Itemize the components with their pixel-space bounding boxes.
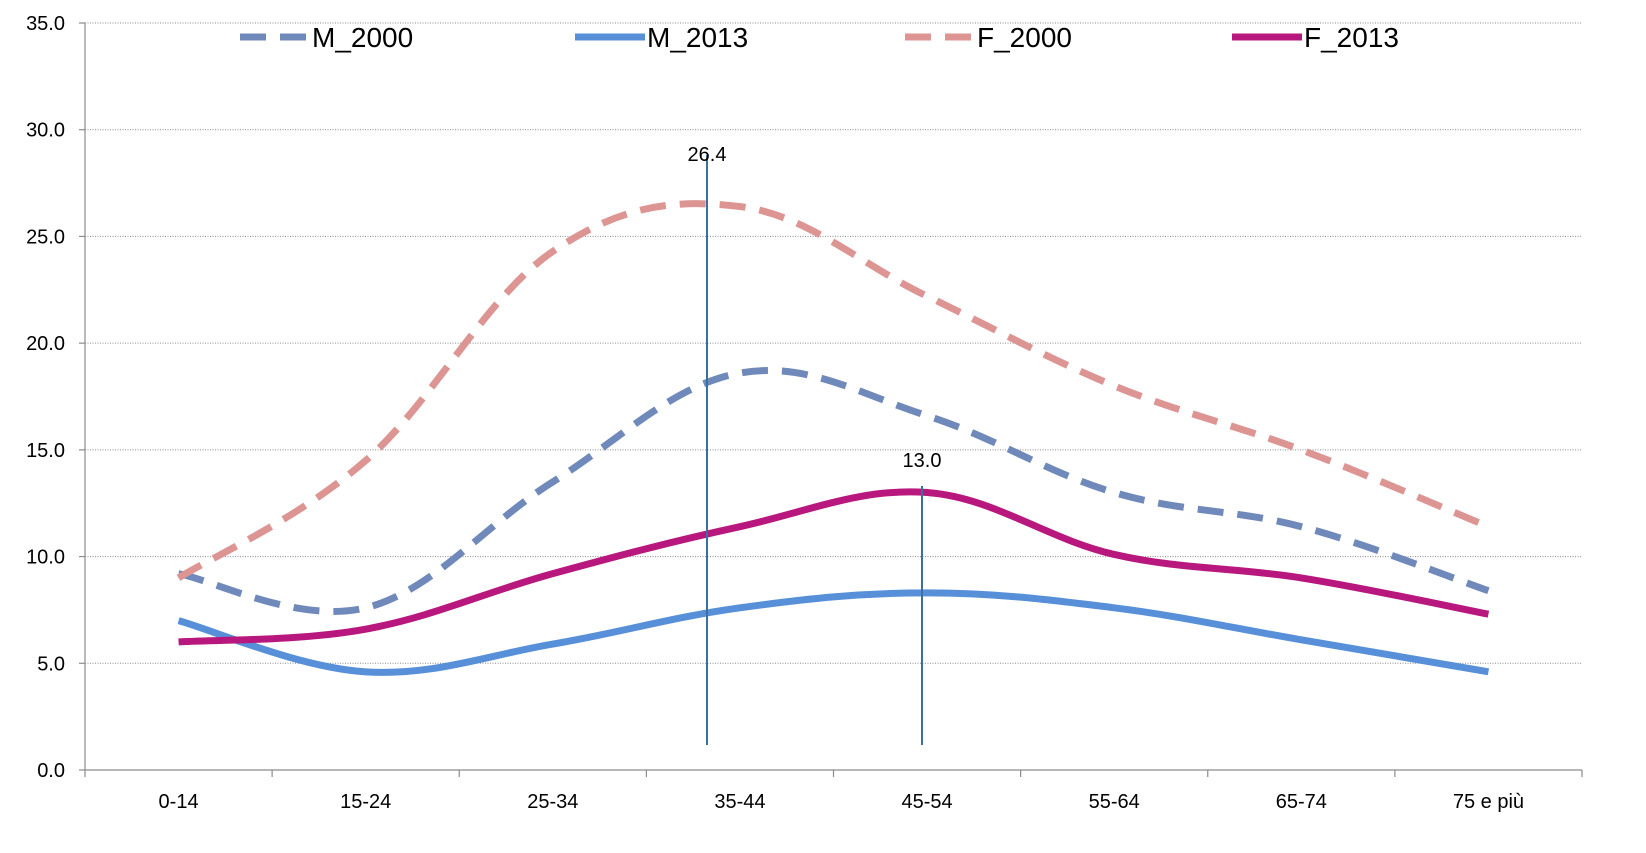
annotation-value-label: 26.4: [688, 144, 727, 166]
annotations: 26.4 13.0: [688, 144, 942, 745]
series-lines: [176, 200, 1490, 676]
x-tick-label: 45-54: [901, 791, 952, 813]
legend-label: M_2000: [312, 22, 413, 53]
x-tick-labels: 0-14 15-24 25-34 35-44 45-54 55-64 65-74 75 e p…: [159, 791, 1524, 813]
series-line-m-2013: [177, 589, 1490, 676]
legend: M_2000 M_2013 F_2000 F_2013: [240, 22, 1399, 53]
y-tick-label: 35.0: [26, 13, 65, 35]
x-tick-label: 75 e più: [1453, 791, 1524, 813]
y-tick-label: 10.0: [26, 547, 65, 569]
y-tick-label: 20.0: [26, 333, 65, 355]
y-tick-label: 15.0: [26, 440, 65, 462]
x-tick-label: 35-44: [714, 791, 765, 813]
x-tick-label: 25-34: [527, 791, 578, 813]
y-tick-labels: 0.0 5.0 10.0 15.0 20.0 25.0 30.0 35.0: [26, 13, 65, 782]
x-tick-label: 0-14: [159, 791, 199, 813]
series-line-m-2000: [177, 367, 1490, 615]
y-tick-label: 5.0: [37, 653, 65, 675]
annotation-value-label: 13.0: [903, 450, 942, 472]
series-line-f-2000: [176, 200, 1490, 581]
legend-label: M_2013: [647, 22, 748, 53]
axes: [79, 22, 1583, 777]
x-tick-label: 65-74: [1276, 791, 1327, 813]
y-tick-label: 25.0: [26, 226, 65, 248]
series-line-f-2013: [178, 488, 1490, 646]
legend-label: F_2000: [977, 22, 1072, 53]
y-tick-label: 30.0: [26, 120, 65, 142]
y-tick-label: 0.0: [37, 760, 65, 782]
x-tick-label: 55-64: [1089, 791, 1140, 813]
legend-label: F_2013: [1304, 22, 1399, 53]
grid-lines: [85, 22, 1582, 664]
x-tick-label: 15-24: [340, 791, 391, 813]
